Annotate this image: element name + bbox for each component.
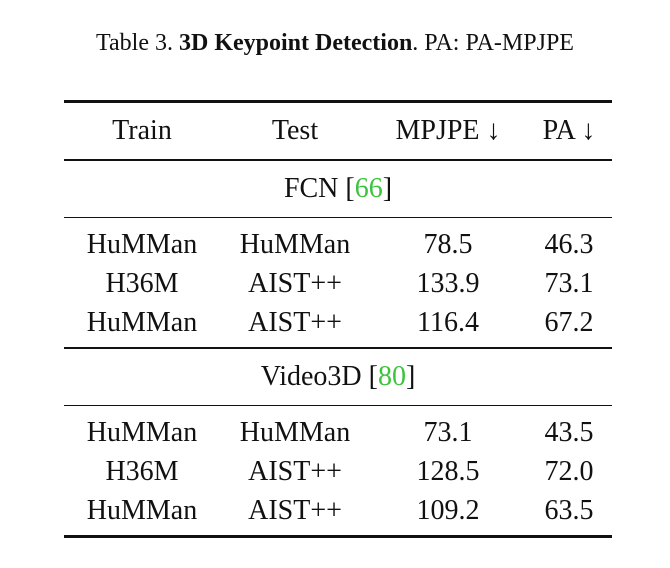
group-heading-fcn: FCN [66] <box>283 172 393 204</box>
bottom-rule <box>64 535 612 539</box>
cell-train: H36M <box>105 456 179 488</box>
cell-test: HuMMan <box>239 417 351 449</box>
cell-mpjpe: 133.9 <box>416 268 480 300</box>
header-test: Test <box>271 115 319 146</box>
table-row: H36M AIST++ 133.9 73.1 <box>64 264 612 303</box>
header-mpjpe: MPJPE ↓ <box>395 115 501 146</box>
cell-pa: 73.1 <box>544 268 594 300</box>
cell-test: AIST++ <box>248 456 342 488</box>
cell-mpjpe: 78.5 <box>423 229 473 261</box>
results-table: Train Test MPJPE ↓ PA ↓ FCN [66] HuMMan … <box>64 100 612 539</box>
caption-prefix: Table 3. <box>96 30 179 56</box>
citation-link[interactable]: 80 <box>377 360 406 392</box>
header-row: Train Test MPJPE ↓ PA ↓ <box>64 103 612 159</box>
group-name: FCN <box>283 172 339 204</box>
cell-mpjpe: 116.4 <box>417 307 479 339</box>
group-separator-rule <box>64 347 612 349</box>
table-row: HuMMan HuMMan 73.1 43.5 <box>64 413 612 452</box>
table-row: H36M AIST++ 128.5 72.0 <box>64 452 612 491</box>
group-name: Video3D <box>260 360 362 392</box>
cell-test: AIST++ <box>248 268 342 300</box>
cell-mpjpe: 109.2 <box>416 495 480 527</box>
header-train: Train <box>112 115 172 146</box>
cell-pa: 72.0 <box>544 456 594 488</box>
header-rule <box>64 159 612 161</box>
cell-test: HuMMan <box>239 229 351 261</box>
cell-test: AIST++ <box>248 495 342 527</box>
group-rule <box>64 404 612 407</box>
group-rule <box>64 216 612 219</box>
table-row: HuMMan AIST++ 116.4 67.2 <box>64 303 612 342</box>
cell-pa: 63.5 <box>544 495 594 527</box>
group-heading-video3d: Video3D [80] <box>260 360 416 392</box>
cell-train: HuMMan <box>86 307 198 339</box>
citation-link[interactable]: 66 <box>354 172 383 204</box>
table-caption: Table 3. 3D Keypoint Detection. PA: PA-M… <box>0 30 670 57</box>
top-rule <box>64 100 612 103</box>
cell-pa: 67.2 <box>544 307 594 339</box>
cell-mpjpe: 128.5 <box>416 456 480 488</box>
cell-train: H36M <box>105 268 179 300</box>
table-row: HuMMan HuMMan 78.5 46.3 <box>64 225 612 264</box>
group-body-video3d: HuMMan HuMMan 73.1 43.5 H36M AIST++ 128.… <box>64 406 612 535</box>
header-pa: PA ↓ <box>542 115 596 146</box>
group-body-fcn: HuMMan HuMMan 78.5 46.3 H36M AIST++ 133.… <box>64 218 612 347</box>
cell-test: AIST++ <box>248 307 342 339</box>
table-row: HuMMan AIST++ 109.2 63.5 <box>64 491 612 530</box>
cell-train: HuMMan <box>86 495 198 527</box>
caption-title: 3D Keypoint Detection <box>179 30 413 56</box>
cell-pa: 46.3 <box>544 229 594 261</box>
cell-pa: 43.5 <box>544 417 594 449</box>
cell-train: HuMMan <box>86 417 198 449</box>
cell-train: HuMMan <box>86 229 198 261</box>
cell-mpjpe: 73.1 <box>423 417 473 449</box>
caption-suffix: . PA: PA-MPJPE <box>412 30 574 56</box>
